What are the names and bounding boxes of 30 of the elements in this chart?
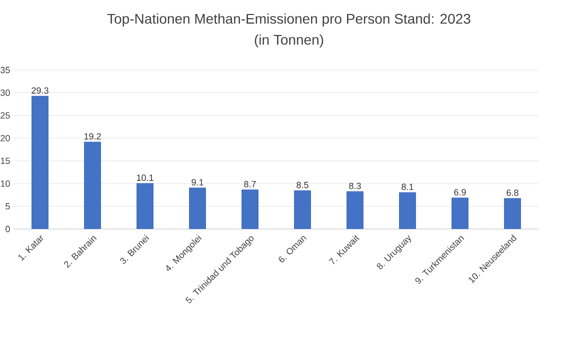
bar <box>32 96 49 229</box>
y-tick-label: 35 <box>0 66 10 74</box>
bar <box>242 189 258 229</box>
bar <box>452 198 468 229</box>
data-label: 19.2 <box>84 133 101 140</box>
chart-title: Top-Nationen Methan-Emissionen pro Person Stand: 2023 <box>107 13 470 27</box>
data-label: 6.9 <box>454 189 466 196</box>
data-label: 6.8 <box>506 190 518 196</box>
data-label: 29.3 <box>32 87 48 94</box>
y-tick-label: 30 <box>0 90 10 96</box>
data-label: 8.3 <box>349 182 361 190</box>
bar <box>504 198 521 229</box>
data-label: 8.1 <box>402 184 414 190</box>
bar <box>294 190 311 229</box>
y-tick-label: 5 <box>6 203 10 210</box>
y-tick-label: 10 <box>0 180 10 187</box>
y-tick-label: 20 <box>0 134 10 142</box>
bar <box>399 192 416 229</box>
chart-subtitle: (in Tonnen) <box>254 34 324 48</box>
bar <box>189 188 206 229</box>
data-label: 8.7 <box>244 180 256 188</box>
data-label: 9.1 <box>192 179 204 186</box>
data-label: 10.1 <box>136 174 154 181</box>
y-tick-label: 15 <box>0 158 10 164</box>
bar <box>84 142 102 229</box>
y-tick-label: 25 <box>0 112 10 119</box>
bar <box>136 183 154 229</box>
bar <box>346 191 364 229</box>
data-label: 8.5 <box>296 182 308 188</box>
y-tick-label: 0 <box>6 226 10 232</box>
